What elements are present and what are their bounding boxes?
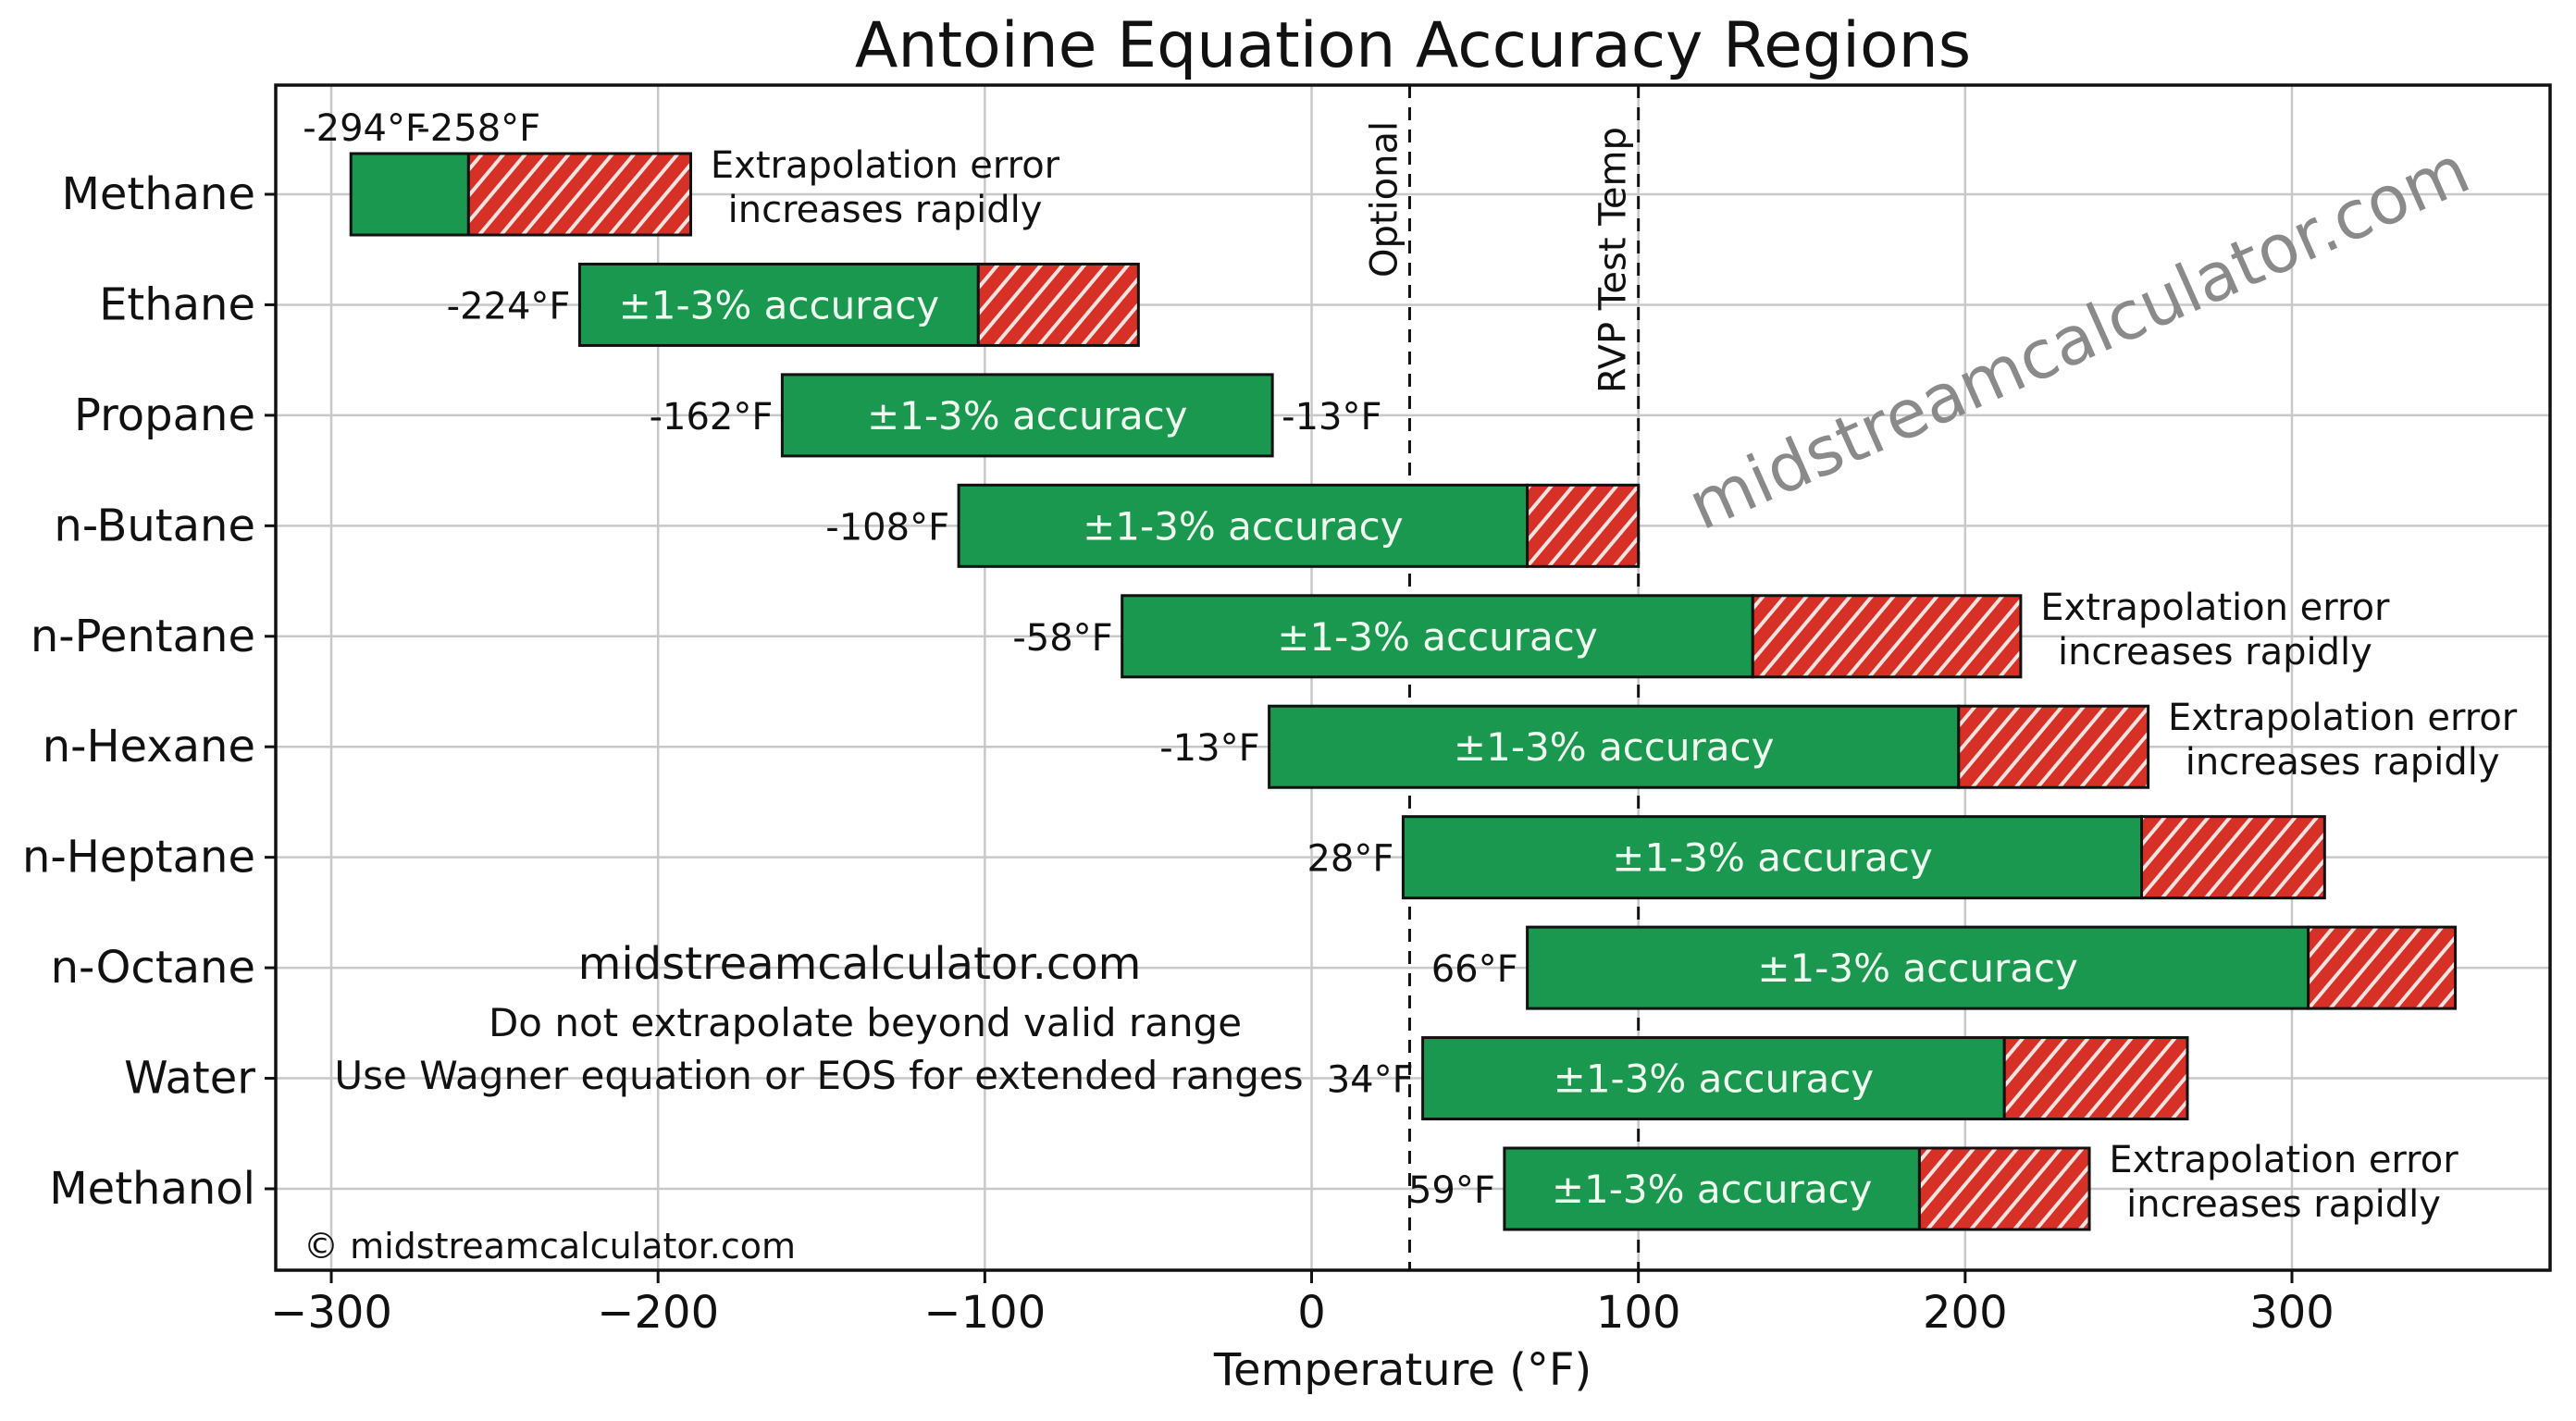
accuracy-label: ±1-3% accuracy	[1757, 945, 2078, 991]
extrapolation-bar	[1526, 483, 1641, 568]
x-tick-label: 100	[1596, 1287, 1681, 1339]
accuracy-label: ±1-3% accuracy	[1454, 724, 1775, 770]
valid-range-bar	[577, 262, 980, 347]
min-temp-label: -224°F	[447, 285, 571, 327]
x-tick-label: −300	[270, 1287, 392, 1339]
accuracy-label: ±1-3% accuracy	[1552, 1167, 1873, 1212]
min-temp-label: -108°F	[825, 506, 949, 549]
valid-range-bar	[1401, 815, 2144, 900]
extrapolation-bar	[976, 262, 1140, 347]
annotation-line-2: Use Wagner equation or EOS for extended …	[334, 1053, 1303, 1098]
max-temp-label: -258°F	[416, 107, 540, 150]
y-tick-label: Water	[124, 1053, 255, 1105]
accuracy-label: ±1-3% accuracy	[619, 282, 940, 327]
watermark: midstreamcalculator.com	[1677, 130, 2480, 545]
y-tick-label: Methane	[61, 168, 255, 220]
max-temp-label: -13°F	[1282, 396, 1381, 439]
valid-range-bar	[1121, 594, 1754, 679]
y-tick-label: n-Butane	[54, 500, 255, 551]
extrapolation-note: increases rapidly	[2126, 1183, 2441, 1226]
extrapolation-note: Extrapolation error	[2168, 697, 2518, 739]
y-tick-label: n-Hexane	[43, 721, 255, 772]
annotation-box: midstreamcalculator.com Do not extrapola…	[334, 938, 1303, 1098]
valid-range-bar	[780, 373, 1274, 458]
extrapolation-bar	[2140, 815, 2326, 900]
valid-range-bar	[1526, 925, 2310, 1010]
x-tick-label: 0	[1297, 1287, 1326, 1339]
y-tick-label: n-Heptane	[22, 832, 255, 883]
extrapolation-note: increases rapidly	[728, 189, 1043, 231]
valid-range-bar	[1421, 1036, 2006, 1121]
min-temp-label: -58°F	[1012, 617, 1112, 660]
axes: Methane Ethane Propane n-Butane n-Pentane n-H…	[22, 83, 2552, 1339]
reference-line-label: RVP Test Temp	[1592, 127, 1635, 393]
y-tick-label: Methanol	[49, 1163, 255, 1215]
x-tick-label: 200	[1923, 1287, 2008, 1339]
y-tick-label: Ethane	[99, 278, 255, 330]
copyright: © midstreamcalculator.com	[303, 1226, 796, 1267]
extrapolation-bar	[2307, 925, 2458, 1010]
extrapolation-bar	[1957, 704, 2150, 789]
valid-range-bar	[1268, 704, 1961, 789]
y-tick-label: Propane	[74, 389, 255, 441]
extrapolation-bar	[466, 152, 693, 237]
reference-line-label: Optional	[1363, 121, 1406, 278]
annotation-title: midstreamcalculator.com	[578, 938, 1142, 990]
extrapolation-bar	[1917, 1146, 2091, 1231]
accuracy-label: ±1-3% accuracy	[1277, 614, 1598, 660]
min-temp-label: 66°F	[1431, 948, 1518, 991]
x-axis-label: Temperature (°F)	[1213, 1344, 1591, 1396]
x-tick-label: −200	[597, 1287, 719, 1339]
min-temp-label: 34°F	[1327, 1059, 1414, 1102]
extrapolation-note: Extrapolation error	[2040, 587, 2390, 629]
valid-range-bar	[957, 483, 1530, 568]
chart-title: Antoine Equation Accuracy Regions	[855, 9, 1971, 82]
y-tick-label: n-Pentane	[31, 611, 255, 662]
extrapolation-note: Extrapolation error	[2109, 1139, 2458, 1181]
extrapolation-note: increases rapidly	[2058, 631, 2372, 673]
extrapolation-bar	[2002, 1036, 2189, 1121]
extrapolation-bar	[1751, 594, 2023, 679]
x-tick-label: 300	[2249, 1287, 2334, 1339]
valid-range-bar	[1503, 1146, 1921, 1231]
annotation-line-1: Do not extrapolate beyond valid range	[489, 1000, 1242, 1045]
accuracy-label: ±1-3% accuracy	[1554, 1056, 1875, 1102]
accuracy-label: ±1-3% accuracy	[867, 393, 1188, 439]
accuracy-label: ±1-3% accuracy	[1612, 835, 1933, 881]
min-temp-label: -13°F	[1159, 727, 1259, 770]
extrapolation-note: Extrapolation error	[711, 144, 1060, 187]
extrapolation-note: increases rapidly	[2186, 741, 2500, 784]
x-tick-label: −100	[923, 1287, 1046, 1339]
min-temp-label: 28°F	[1307, 838, 1393, 881]
plot-frame	[274, 83, 2552, 1272]
min-temp-label: -162°F	[650, 396, 774, 439]
valid-range-bar	[349, 152, 470, 237]
accuracy-label: ±1-3% accuracy	[1083, 503, 1404, 549]
y-tick-label: n-Octane	[51, 942, 255, 994]
min-temp-label: 59°F	[1408, 1169, 1495, 1212]
min-temp-label: -294°F	[303, 107, 427, 150]
